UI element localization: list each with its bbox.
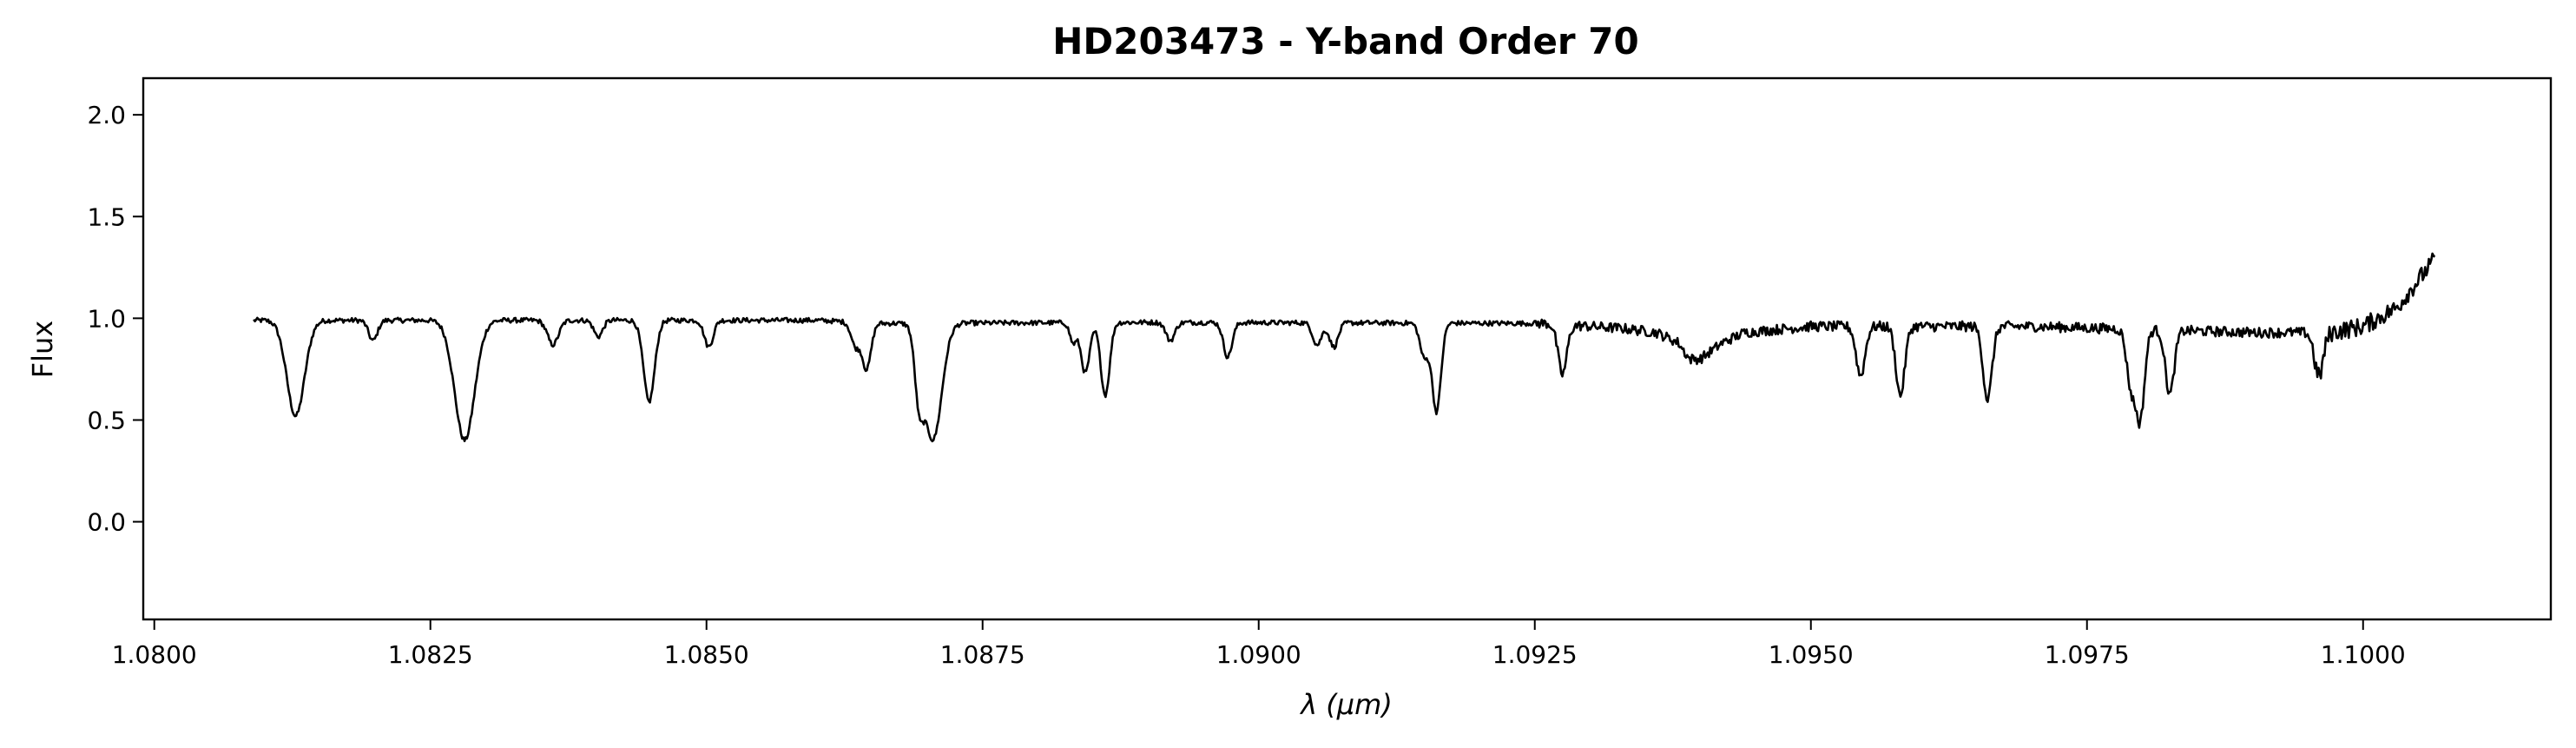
x-tick-label: 1.0850 (664, 640, 749, 669)
x-tick-label: 1.0825 (388, 640, 473, 669)
y-axis-label: Flux (26, 321, 59, 379)
x-tick-label: 1.0975 (2045, 640, 2130, 669)
y-axis: 0.0 0.5 1.0 1.5 2.0 (87, 101, 143, 537)
x-tick-label: 1.0875 (940, 640, 1025, 669)
plot-frame (142, 76, 2553, 621)
x-tick-label: 1.0800 (112, 640, 197, 669)
x-axis: 1.0800 1.0825 1.0850 1.0875 1.0900 1.0925 1.09… (112, 619, 2406, 669)
plot-area (142, 76, 2553, 621)
x-tick-label: 1.1000 (2321, 640, 2406, 669)
y-tick-label: 2.0 (87, 101, 126, 129)
x-tick-label: 1.0900 (1216, 640, 1301, 669)
y-tick-label: 0.5 (87, 406, 126, 434)
y-tick-label: 1.0 (87, 304, 126, 333)
y-tick-label: 0.0 (87, 508, 126, 537)
flux-series-line (253, 252, 2436, 443)
chart-title: HD203473 - Y-band Order 70 (1052, 20, 1638, 63)
y-tick-label: 1.5 (87, 202, 126, 231)
x-tick-label: 1.0925 (1492, 640, 1578, 669)
x-tick-label: 1.0950 (1769, 640, 1854, 669)
x-axis-label: λ (μm) (1299, 688, 1393, 721)
